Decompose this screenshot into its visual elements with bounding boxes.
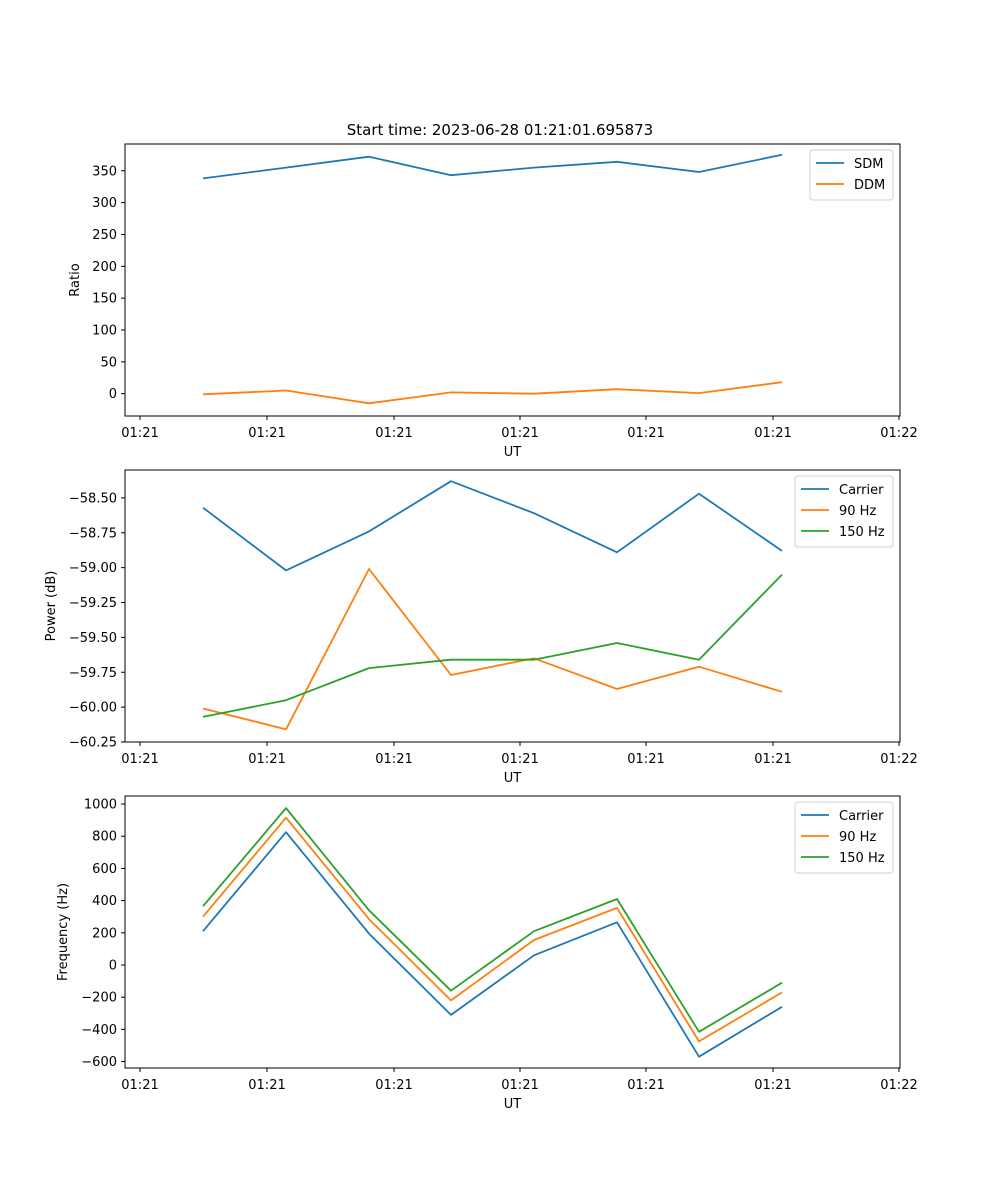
y-tick-label: 50 — [100, 355, 117, 370]
x-tick-label: 01:21 — [501, 426, 538, 441]
y-tick-label: −59.50 — [69, 631, 117, 646]
y-tick-label: 150 — [92, 292, 117, 307]
y-tick-label: −400 — [81, 1023, 117, 1038]
y-tick-label: 400 — [92, 894, 117, 909]
y-tick-label: 0 — [109, 387, 117, 402]
x-tick-label: 01:21 — [121, 752, 158, 767]
legend-label: Carrier — [839, 809, 884, 824]
legend-label: 90 Hz — [839, 830, 876, 845]
y-tick-label: 800 — [92, 830, 117, 845]
frequency-panel: 01:21 01:21 01:21 01:21 01:21 01:21 01:22 UT −60… — [56, 795, 918, 1112]
legend-label: Carrier — [839, 483, 884, 498]
x-axis-label: UT — [504, 771, 522, 786]
x-tick-label: 01:21 — [121, 426, 158, 441]
y-tick-label: 600 — [92, 862, 117, 877]
y-tick-label: 0 — [109, 958, 117, 973]
legend-label: DDM — [854, 178, 885, 193]
x-tick-label: 01:21 — [754, 426, 791, 441]
x-tick-label: 01:21 — [627, 752, 664, 767]
y-tick-label: −60.00 — [69, 701, 117, 716]
axes-frame — [124, 795, 901, 1069]
legend-box — [794, 801, 894, 874]
series-line-90-hz — [202, 816, 783, 1043]
x-tick-label: 01:21 — [501, 752, 538, 767]
x-axis-label: UT — [504, 1097, 522, 1112]
y-tick-label: 300 — [92, 196, 117, 211]
x-tick-label: 01:21 — [627, 426, 664, 441]
y-tick-label: −200 — [81, 991, 117, 1006]
x-tick-label: 01:21 — [375, 752, 412, 767]
axes-frame — [124, 469, 901, 743]
y-axis-label: Ratio — [68, 263, 83, 296]
x-tick-label: 01:22 — [880, 752, 917, 767]
x-tick-label: 01:21 — [754, 752, 791, 767]
legend-box — [794, 475, 894, 548]
series-line-carrier — [202, 831, 783, 1058]
y-tick-label: −59.00 — [69, 561, 117, 576]
x-tick-label: 01:21 — [248, 752, 285, 767]
y-tick-label: −60.25 — [69, 736, 117, 751]
chart-title: Start time: 2023-06-28 01:21:01.695873 — [346, 121, 654, 139]
y-tick-label: −59.25 — [69, 596, 117, 611]
y-tick-label: −600 — [81, 1055, 117, 1070]
series-line-sdm — [202, 153, 783, 180]
power-panel: 01:21 01:21 01:21 01:21 01:21 01:21 01:22 UT −60… — [44, 469, 918, 786]
y-tick-label: 200 — [92, 926, 117, 941]
x-tick-label: 01:21 — [248, 426, 285, 441]
legend-label: 150 Hz — [839, 851, 885, 866]
legend-label: 90 Hz — [839, 504, 876, 519]
y-tick-label: −59.75 — [69, 666, 117, 681]
x-tick-label: 01:21 — [248, 1078, 285, 1093]
ratio-panel: 01:21 01:21 01:21 01:21 01:21 01:21 01:22 UT 0 50… — [68, 143, 918, 460]
series-line-150-hz — [202, 807, 783, 1033]
y-tick-label: 200 — [92, 260, 117, 275]
x-tick-label: 01:21 — [754, 1078, 791, 1093]
x-tick-label: 01:21 — [375, 426, 412, 441]
axes-frame — [124, 143, 901, 417]
x-tick-label: 01:21 — [627, 1078, 664, 1093]
y-tick-label: 1000 — [84, 798, 117, 813]
x-tick-label: 01:21 — [375, 1078, 412, 1093]
x-tick-label: 01:21 — [501, 1078, 538, 1093]
y-tick-label: 250 — [92, 228, 117, 243]
y-tick-label: −58.50 — [69, 491, 117, 506]
series-line-carrier — [202, 480, 783, 572]
y-tick-label: 100 — [92, 324, 117, 339]
series-line-150-hz — [202, 573, 783, 718]
y-axis-label: Frequency (Hz) — [56, 883, 71, 981]
x-tick-label: 01:21 — [121, 1078, 158, 1093]
series-line-90-hz — [202, 568, 783, 731]
x-tick-label: 01:22 — [880, 1078, 917, 1093]
y-tick-label: −58.75 — [69, 526, 117, 541]
x-tick-label: 01:22 — [880, 426, 917, 441]
y-axis-label: Power (dB) — [44, 571, 59, 642]
legend-label: SDM — [854, 157, 883, 172]
legend-label: 150 Hz — [839, 525, 885, 540]
x-axis-label: UT — [504, 445, 522, 460]
series-line-ddm — [202, 381, 783, 405]
y-tick-label: 350 — [92, 164, 117, 179]
